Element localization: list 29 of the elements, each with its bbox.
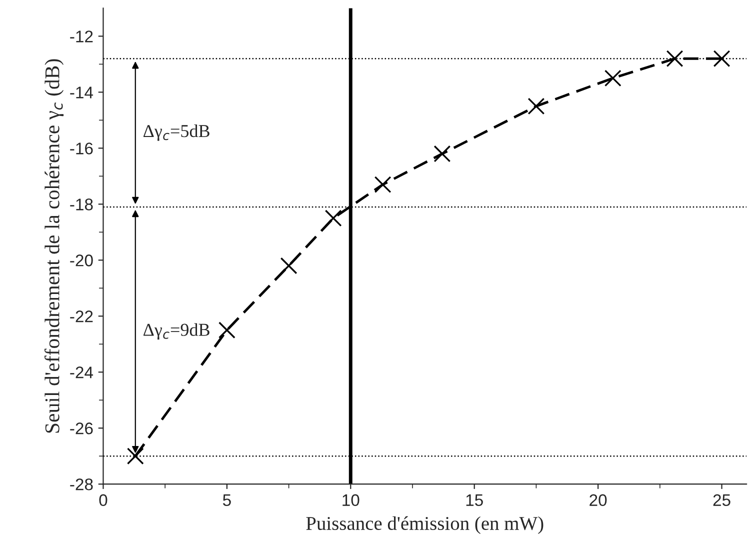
y-tick-label: -26 <box>70 422 93 434</box>
x-tick-label: 10 <box>342 494 360 506</box>
y-tick-label: -20 <box>70 254 93 266</box>
y-tick-label: -24 <box>70 366 94 378</box>
y-tick-label: -12 <box>70 30 93 42</box>
point <box>666 50 684 68</box>
y-tick-label: -18 <box>70 198 93 210</box>
point <box>126 448 144 465</box>
x-tick-label: 15 <box>466 494 483 506</box>
annotation: Δγ$_{c}$=9dB <box>144 323 210 340</box>
point <box>528 98 545 115</box>
point <box>280 257 298 274</box>
y-axis-title: Seuil d'effondrement de la cohérence γ$_{c}$ (dB) <box>44 59 64 433</box>
x-tick-label: 0 <box>99 494 108 506</box>
x-tick-label: 25 <box>713 494 730 506</box>
x-tick-label: 20 <box>590 494 607 506</box>
y-tick-label: -28 <box>70 478 93 490</box>
y-tick-label: -16 <box>70 142 93 154</box>
point <box>374 176 392 194</box>
y-tick-label: -22 <box>70 310 93 322</box>
point <box>713 50 730 68</box>
point <box>604 70 622 87</box>
point <box>324 210 342 227</box>
point <box>218 322 236 339</box>
x-axis-title: Puissance d'émission (en mW) <box>306 516 544 534</box>
x-tick-label: 5 <box>222 494 231 506</box>
y-tick-label: -14 <box>70 86 94 98</box>
point <box>434 145 451 162</box>
annotation: Δγ$_{c}$=5dB <box>144 124 210 141</box>
